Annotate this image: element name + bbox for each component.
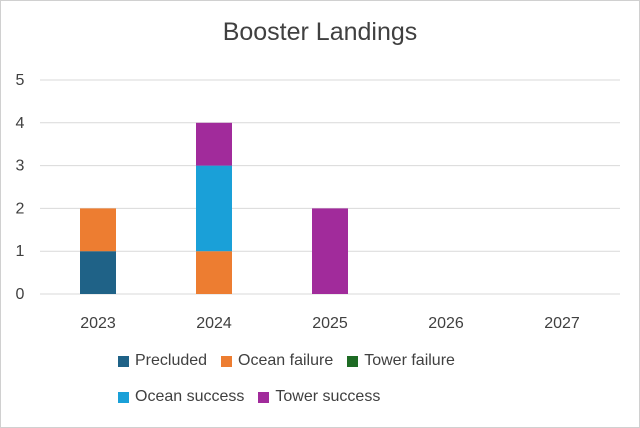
chart-title: Booster Landings [222,18,418,46]
bar-2024-ocean-failure [196,251,232,294]
legend-swatch-tower-success [258,391,270,403]
y-tick-label: 0 [16,286,25,303]
legend-label-precluded: Precluded [135,352,208,369]
bar-2024-ocean-success [196,165,232,252]
legend-row-1: Precluded Ocean failure Tower failure [118,350,538,372]
x-tick-label: 2023 [80,315,116,332]
y-tick-label: 3 [16,158,25,175]
x-tick-label: 2025 [312,315,348,332]
legend-swatch-precluded [118,355,129,367]
bar-2023-precluded [80,251,116,294]
y-tick-label: 5 [16,72,25,89]
legend-swatch-ocean-failure [221,355,233,367]
bar-2025-tower-success [312,208,348,294]
legend-label-tower-success: Tower success [275,388,381,405]
legend-label-ocean-failure: Ocean failure [238,352,334,369]
legend-item-ocean-success: Ocean success [118,388,244,406]
legend-swatch-ocean-success [118,391,129,403]
chart-legend: Precluded Ocean failure Tower failure Oc… [118,350,538,422]
legend-item-tower-failure: Tower failure [347,352,455,370]
y-tick-label: 4 [16,115,25,132]
bar-2024-tower-success [196,122,232,166]
legend-item-tower-success: Tower success [258,388,380,406]
y-tick-label: 2 [16,200,25,217]
bar-2023-ocean-failure [80,208,116,252]
x-tick-label: 2027 [544,315,580,332]
legend-row-2: Ocean success Tower success [118,386,538,408]
y-tick-label: 1 [16,243,25,260]
legend-label-ocean-success: Ocean success [135,388,245,405]
legend-swatch-tower-failure [347,355,359,367]
legend-item-ocean-failure: Ocean failure [221,352,333,370]
legend-label-tower-failure: Tower failure [364,352,455,369]
x-tick-label: 2024 [196,315,232,332]
legend-item-precluded: Precluded [118,352,207,370]
x-tick-label: 2026 [428,315,464,332]
